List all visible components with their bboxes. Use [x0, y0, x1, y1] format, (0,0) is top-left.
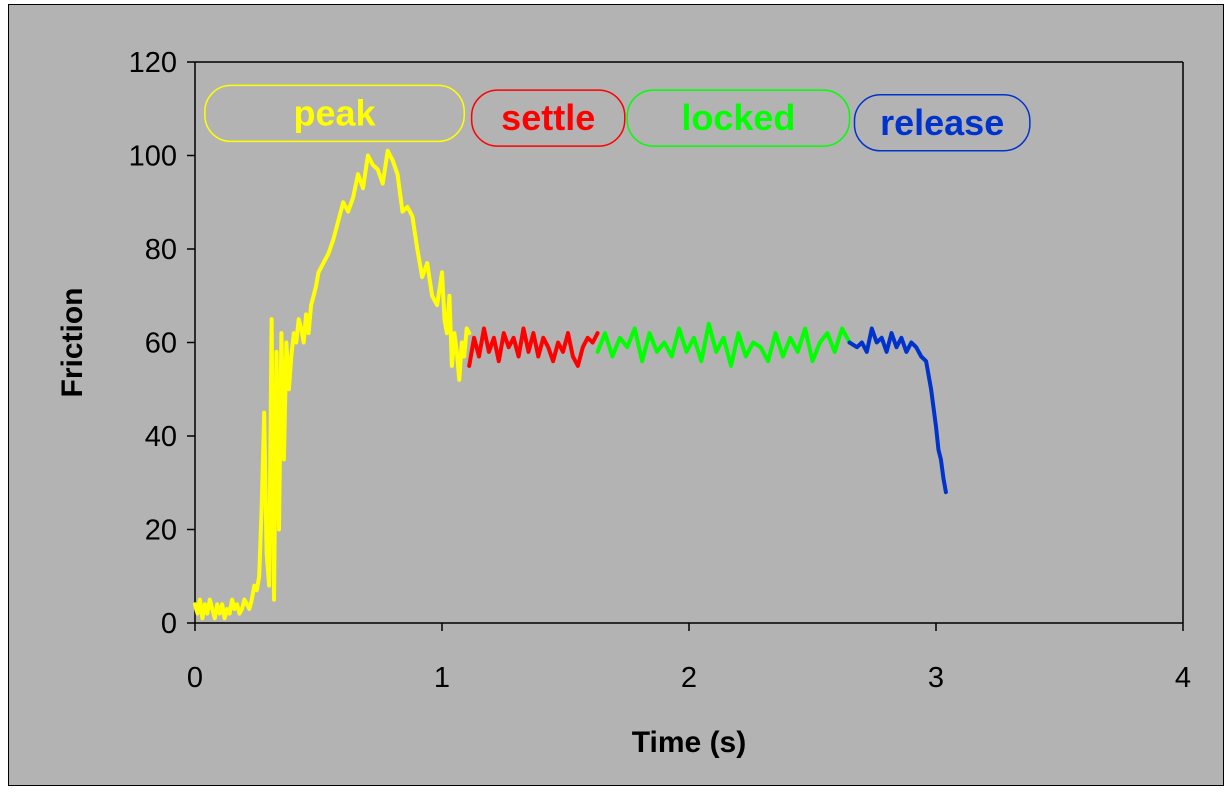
y-axis-label: Friction	[56, 288, 89, 398]
phase-label-text: settle	[501, 97, 595, 138]
series-group	[193, 148, 948, 621]
phase-label-box	[626, 89, 851, 147]
phase-label-box	[204, 84, 465, 143]
y-tick-label: 80	[145, 234, 177, 266]
x-tick-label: 3	[928, 662, 944, 694]
y-tick-label: 20	[145, 515, 177, 547]
y-tick-label: 120	[129, 47, 177, 79]
y-tick-label: 100	[129, 141, 177, 173]
x-tick-label: 2	[681, 662, 697, 694]
x-tick-label: 1	[434, 662, 450, 694]
x-tick-label: 0	[187, 662, 203, 694]
x-tick-label: 4	[1175, 662, 1191, 694]
phase-label-box	[470, 89, 626, 147]
phase-label-box	[853, 94, 1031, 152]
chart-area	[8, 4, 1224, 786]
phase-label-text: release	[880, 102, 1004, 143]
series-line-2	[595, 321, 852, 368]
y-tick-label: 40	[145, 421, 177, 453]
series-line-0	[193, 148, 472, 621]
series-line-3	[847, 326, 948, 495]
phase-label-text: locked	[681, 97, 795, 138]
x-axis-label: Time (s)	[632, 726, 746, 759]
phase-labels-group: peak settle locked release	[204, 84, 1031, 152]
phase-label-text: peak	[294, 92, 377, 133]
series-line-1	[467, 326, 600, 368]
y-tick-label: 60	[145, 328, 177, 360]
y-tick-label: 0	[161, 608, 177, 640]
